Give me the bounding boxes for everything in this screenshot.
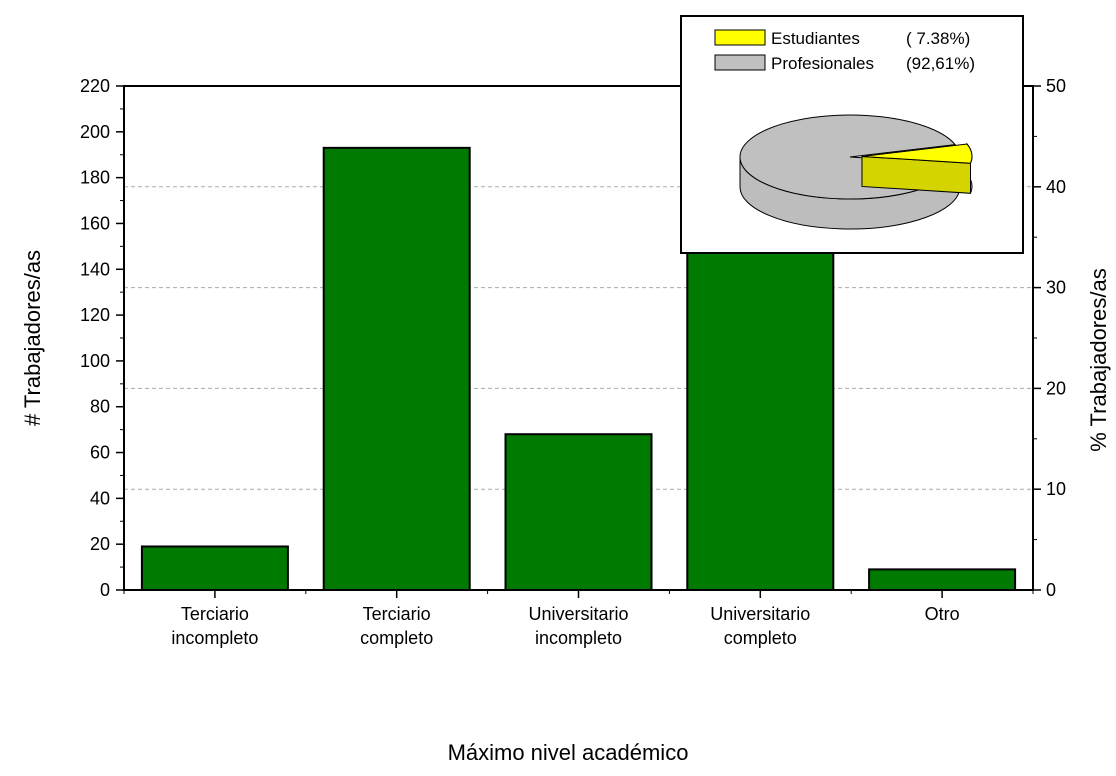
bar xyxy=(686,236,835,591)
pie-graphic xyxy=(739,114,973,230)
x-tick-label: completo xyxy=(360,628,433,648)
bar xyxy=(504,433,653,591)
y2-tick-label: 30 xyxy=(1046,278,1066,298)
x-tick-label: Terciario xyxy=(181,604,249,624)
y-tick-label: 140 xyxy=(80,259,110,279)
x-axis-title: Máximo nivel académico xyxy=(448,740,689,765)
x-tick-label: Otro xyxy=(925,604,960,624)
x-tick-label: Universitario xyxy=(710,604,810,624)
y-tick-label: 100 xyxy=(80,351,110,371)
y2-tick-label: 0 xyxy=(1046,580,1056,600)
y2-tick-label: 40 xyxy=(1046,177,1066,197)
bar xyxy=(322,146,471,591)
y-tick-label: 40 xyxy=(90,488,110,508)
legend-label-profesionales: Profesionales xyxy=(771,54,874,73)
legend-swatch-estudiantes xyxy=(714,29,766,46)
y-tick-label: 160 xyxy=(80,213,110,233)
y-tick-label: 80 xyxy=(90,397,110,417)
y-tick-label: 120 xyxy=(80,305,110,325)
x-tick-label: incompleto xyxy=(535,628,622,648)
left-axis: 0 20 40 60 80 100 120 140 160 180 200 220 xyxy=(80,76,124,600)
x-tick-label: Universitario xyxy=(528,604,628,624)
y-axis-title: # Trabajadores/as xyxy=(20,250,45,426)
legend-label-estudiantes: Estudiantes xyxy=(771,29,860,48)
x-tick-label: incompleto xyxy=(171,628,258,648)
pie-inset: Estudiantes ( 7.38%) Profesionales (92,6… xyxy=(680,15,1024,254)
legend-value-profesionales: (92,61%) xyxy=(906,54,975,73)
y-tick-label: 220 xyxy=(80,76,110,96)
x-tick-label: Terciario xyxy=(363,604,431,624)
y-tick-label: 0 xyxy=(100,580,110,600)
y-tick-label: 180 xyxy=(80,168,110,188)
x-axis: Terciario incompleto Terciario completo Univ… xyxy=(123,590,1034,648)
y2-axis-title: % Trabajadores/as xyxy=(1086,268,1111,451)
right-axis: 0 10 20 30 40 50 xyxy=(1033,76,1066,600)
x-tick-label: completo xyxy=(724,628,797,648)
y2-tick-label: 50 xyxy=(1046,76,1066,96)
pie-slice-estudiantes xyxy=(861,143,973,164)
bar xyxy=(140,545,289,591)
bar xyxy=(868,568,1017,592)
y-tick-label: 60 xyxy=(90,443,110,463)
legend-swatch-profesionales xyxy=(714,54,766,71)
y2-tick-label: 20 xyxy=(1046,378,1066,398)
bars xyxy=(140,146,1017,592)
y2-tick-label: 10 xyxy=(1046,479,1066,499)
y-tick-label: 200 xyxy=(80,122,110,142)
pie-legend: Estudiantes ( 7.38%) Profesionales (92,6… xyxy=(714,29,975,73)
y-tick-label: 20 xyxy=(90,534,110,554)
legend-value-estudiantes: ( 7.38%) xyxy=(906,29,970,48)
